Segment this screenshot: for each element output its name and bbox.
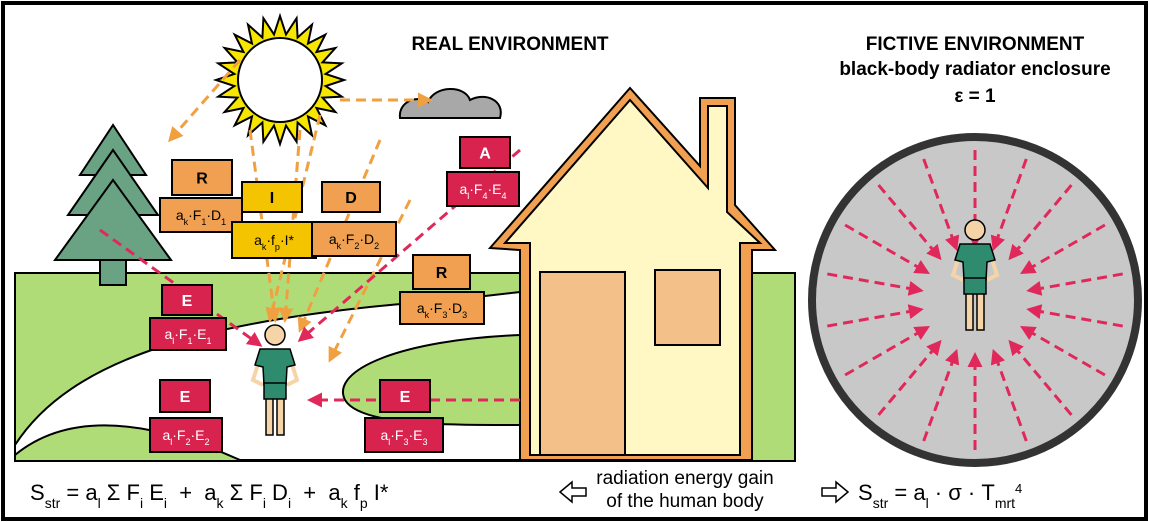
head [265, 325, 285, 345]
subscript: str [873, 495, 889, 511]
real-title: REAL ENVIRONMENT [411, 34, 608, 55]
formula-part: S [30, 480, 45, 505]
box-label: A [479, 146, 491, 163]
formula-part: D [266, 480, 288, 505]
formula-part: a [254, 232, 262, 248]
subscript: p [360, 495, 368, 511]
head [965, 220, 985, 240]
caption: radiation energy gain [596, 468, 773, 489]
formula-part: a [162, 427, 170, 443]
formula-part: ·E [191, 427, 205, 443]
formula-part: ·F [174, 326, 187, 342]
formula-part: f [348, 480, 361, 505]
subscript: 2 [374, 241, 379, 251]
formula-part: ·f [266, 232, 275, 248]
box-label: R [436, 265, 448, 282]
formula-part: a [417, 300, 425, 316]
formula-part: a [459, 181, 467, 197]
subscript: mrt [995, 495, 1015, 511]
formula-part: + a [291, 480, 341, 505]
fictive-title: FICTIVE ENVIRONMENT [866, 34, 1085, 55]
formula-part: a [176, 207, 184, 223]
formula-part: ·I* [280, 232, 295, 248]
formula-part: ·D [206, 207, 221, 223]
formula-part: S [858, 480, 873, 505]
box-label: E [182, 293, 193, 310]
box-label: I [270, 190, 274, 207]
caption: of the human body [606, 491, 764, 512]
radiation-box: Rak·F1·D1 [160, 160, 242, 232]
formula-part: ·F [429, 300, 442, 316]
subscript: 3 [462, 310, 467, 320]
formula-part: ·E [409, 427, 423, 443]
formula-part: ·E [193, 326, 207, 342]
formula-part: I* [368, 480, 389, 505]
formula-part: = a [60, 480, 98, 505]
formula-part: ·D [447, 300, 462, 316]
subscript: 1 [207, 336, 212, 346]
emissivity: ε = 1 [954, 86, 996, 107]
subscript: 2 [205, 437, 210, 447]
formula-part: = a [888, 480, 926, 505]
formula-part: ·F [188, 207, 201, 223]
subscript: 1 [221, 217, 226, 227]
superscript: 4 [1015, 481, 1022, 496]
shorts [264, 383, 286, 399]
diagram: REAL ENVIRONMENT FICTIVE ENVIRONMENT bla… [0, 0, 1149, 522]
formula-part: ·F [341, 231, 354, 247]
subscript: str [45, 495, 61, 511]
formula-part: ·E [488, 181, 502, 197]
formula-part: E [143, 480, 164, 505]
formula-part: ·F [469, 181, 482, 197]
box-label: R [196, 171, 208, 188]
sun-disc [238, 38, 322, 122]
sun [216, 16, 344, 144]
subscript: 3 [423, 437, 428, 447]
shorts [964, 278, 986, 294]
formula-part: a [329, 231, 337, 247]
formula-part: · σ · T [929, 480, 995, 505]
formula-part: ·D [359, 231, 374, 247]
fictive-subtitle: black-body radiator enclosure [839, 59, 1110, 80]
box-label: E [180, 389, 191, 406]
formula-part: a [164, 326, 172, 342]
formula-part: a [380, 427, 388, 443]
box-label: D [345, 190, 357, 207]
formula-part: Σ F [101, 480, 140, 505]
formula-part: + a [167, 480, 217, 505]
formula-part: ·F [172, 427, 185, 443]
subscript: 4 [502, 191, 507, 201]
box-label: E [400, 389, 411, 406]
formula-part: ·F [390, 427, 403, 443]
formula-part: Σ F [224, 480, 263, 505]
